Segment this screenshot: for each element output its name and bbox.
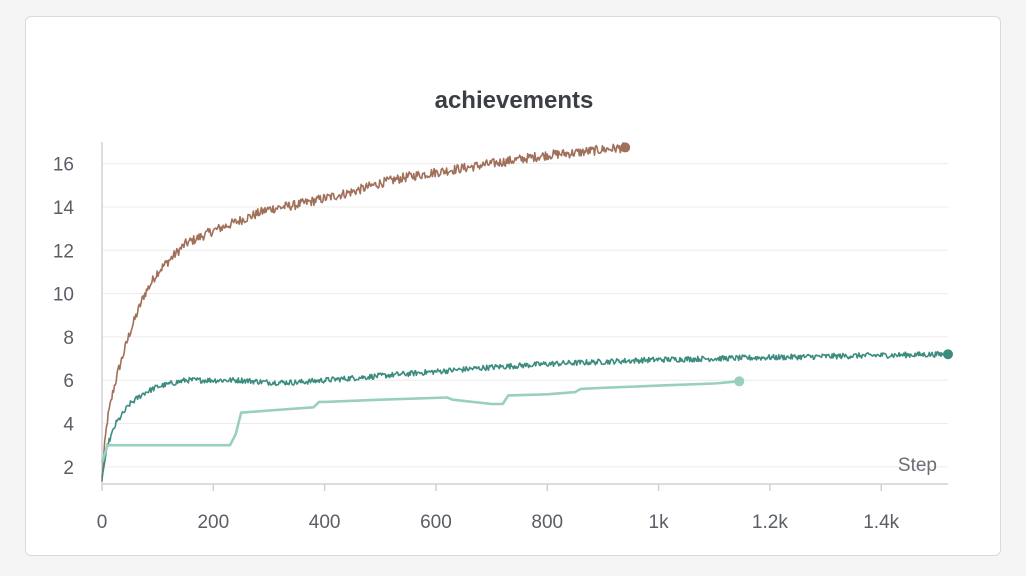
- grid: [102, 163, 948, 468]
- series-line-1: [101, 350, 949, 479]
- x-axis-label: Step: [898, 455, 937, 476]
- series-end-marker-2: [734, 376, 745, 387]
- series-group: [100, 142, 953, 482]
- x-tick-label: 1.4k: [863, 512, 899, 533]
- chart-panel: [25, 16, 1001, 556]
- x-tick-label: 800: [531, 512, 563, 533]
- y-tick-label: 14: [53, 198, 75, 219]
- x-tick-label: 0: [97, 512, 108, 533]
- series-line-0: [101, 142, 626, 482]
- y-tick-label: 6: [63, 371, 74, 392]
- x-tick-label: 600: [420, 512, 452, 533]
- x-tick-label: 400: [309, 512, 341, 533]
- y-tick-label: 2: [63, 458, 74, 479]
- series-end-marker-1: [943, 349, 953, 360]
- y-tick-label: 8: [63, 328, 74, 349]
- x-tick-label: 1k: [649, 512, 670, 533]
- x-tick-label: 1.2k: [752, 512, 788, 533]
- chart-title: achievements: [435, 87, 594, 114]
- series-line-2: [100, 380, 740, 463]
- axes: 2 4 6 8 10 12 14 16 0 200 400 600 800 1k 1.2k 1.4k: [53, 142, 948, 533]
- x-tick-label: 200: [197, 512, 229, 533]
- y-tick-label: 4: [63, 415, 74, 436]
- y-tick-label: 12: [53, 241, 74, 262]
- series-end-marker-0: [620, 142, 631, 153]
- y-tick-label: 10: [53, 285, 74, 306]
- y-tick-label: 16: [53, 155, 74, 176]
